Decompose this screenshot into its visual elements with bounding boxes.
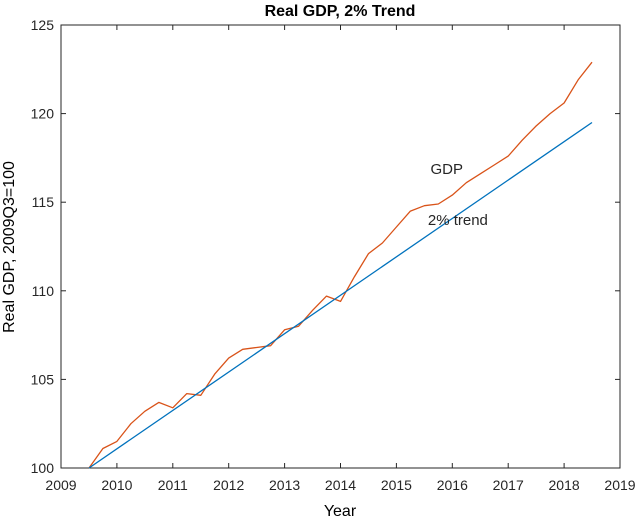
x-tick-label: 2018 (549, 477, 580, 493)
x-tick-label: 2012 (213, 477, 244, 493)
x-tick-label: 2013 (269, 477, 300, 493)
x-tick-label: 2019 (604, 477, 635, 493)
annotation-label: GDP (430, 161, 463, 178)
x-tick-label: 2016 (437, 477, 468, 493)
x-axis-label: Year (324, 503, 357, 520)
y-tick-label: 110 (32, 283, 55, 299)
x-tick-label: 2009 (45, 477, 76, 493)
axis-ticks: 2009 2010 2011 2012 2013 2014 2015 2016 2017 2018… (31, 17, 636, 493)
plot-lines (88, 61, 593, 469)
annotation-label: 2% trend (428, 212, 488, 229)
x-tick-label: 2010 (101, 477, 132, 493)
y-axis-label: Real GDP, 2009Q3=100 (1, 161, 18, 333)
x-tick-label: 2011 (158, 477, 188, 493)
x-tick-label: 2014 (325, 477, 356, 493)
y-tick-label: 115 (32, 194, 55, 210)
y-tick-label: 120 (31, 106, 55, 122)
plot-area (60, 24, 621, 469)
y-tick-label: 100 (31, 460, 55, 476)
y-tick-label: 105 (31, 371, 55, 387)
chart-title: Real GDP, 2% Trend (265, 3, 416, 20)
x-tick-label: 2015 (381, 477, 412, 493)
annotations: GDP 2% trend (428, 161, 488, 229)
series-line-gdp (88, 61, 593, 469)
x-tick-label: 2017 (493, 477, 524, 493)
y-tick-label: 125 (31, 17, 55, 33)
series-line-2-trend (88, 121, 593, 469)
